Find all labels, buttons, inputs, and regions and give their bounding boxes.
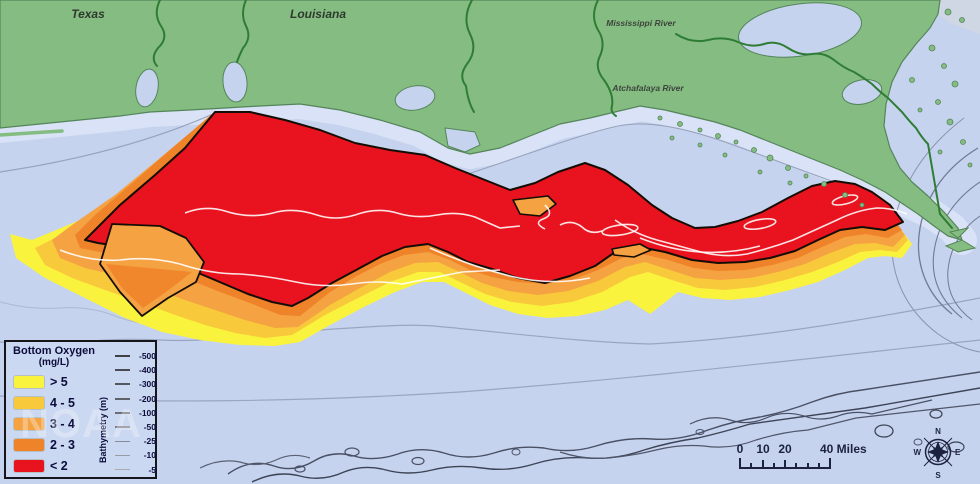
legend-swatch <box>14 396 44 409</box>
river-calcasieu <box>236 0 250 63</box>
scale-bar: 0 10 20 40 Miles <box>737 442 867 469</box>
legend-item: 4 - 5 <box>14 392 75 413</box>
legend-swatch <box>14 375 44 388</box>
bathymetry-depth-value: -200 <box>138 393 156 404</box>
land-layer <box>0 0 977 253</box>
label-atchafalaya-river: Atchafalaya River <box>611 83 684 93</box>
label-louisiana: Louisiana <box>290 7 346 21</box>
label-texas: Texas <box>71 7 105 21</box>
legend-swatch <box>14 417 44 430</box>
scale-tick-20: 20 <box>778 442 792 456</box>
lake-sabine <box>135 68 159 108</box>
bathymetry-tick: -100 <box>112 406 156 420</box>
river-atchafalaya <box>593 0 617 117</box>
bathymetry-tick: -300 <box>112 377 156 391</box>
lake-white <box>394 85 436 111</box>
bathymetry-depth-value: -100 <box>138 407 156 418</box>
barrier-island <box>0 129 64 137</box>
bathymetry-contour-sample <box>115 411 130 414</box>
river-mermentau <box>461 0 475 113</box>
lake-borgne <box>841 79 883 105</box>
mississippi-sound-water <box>926 0 980 34</box>
bathymetry-contours <box>0 113 980 483</box>
white-contours <box>59 194 908 287</box>
enclave-east-3-4 <box>611 243 652 258</box>
legend-units: (mg/L) <box>38 357 70 368</box>
compass-s: S <box>935 471 941 480</box>
bathymetry-contour-sample <box>115 369 130 372</box>
oxygen-zone-lt2 <box>84 111 904 307</box>
land-shape <box>0 0 963 241</box>
bathymetry-tick: -400 <box>112 363 156 377</box>
legend-swatch <box>14 459 44 472</box>
bathymetry-depth-value: -50 <box>143 422 156 433</box>
label-mississippi-river: Mississippi River <box>606 18 676 28</box>
bathymetry-tick: -500 <box>112 349 156 363</box>
compass-rose: N E S W <box>913 427 961 480</box>
legend-item: < 2 <box>14 455 75 476</box>
compass-w: W <box>913 448 921 457</box>
marsh-islands <box>657 8 973 208</box>
bathymetry-depth-value: -400 <box>138 365 156 376</box>
compass-n: N <box>935 427 941 436</box>
rivers-layer <box>152 0 953 229</box>
legend-title: Bottom Oxygen <box>13 345 95 357</box>
bathymetry-depth-value: -500 <box>138 351 156 362</box>
compass-e: E <box>955 448 961 457</box>
scale-tick-10: 10 <box>756 442 770 456</box>
legend-item: > 5 <box>14 371 75 392</box>
bathymetry-tick-rows: -500 -400 -300 -200 -100 -50 -25 -10 -5 <box>112 349 156 477</box>
scale-end-label: 40 Miles <box>820 442 867 456</box>
bathymetry-tick: -5 <box>112 463 156 477</box>
legend-item-label: > 5 <box>50 374 68 389</box>
bathymetry-contour-sample <box>115 355 130 358</box>
legend-item: 2 - 3 <box>14 434 75 455</box>
bathymetry-tick: -200 <box>112 392 156 406</box>
vermilion-bay <box>444 127 481 153</box>
bathymetry-depth-value: -300 <box>138 379 156 390</box>
legend-item: 3 - 4 <box>14 413 75 434</box>
bathymetry-tick: -10 <box>112 448 156 462</box>
legend-swatch <box>14 438 44 451</box>
river-sabine <box>152 0 166 67</box>
legend-item-label: < 2 <box>50 458 68 473</box>
legend-oxygen-rows: > 5 4 - 5 3 - 4 2 - 3 < 2 <box>14 371 75 476</box>
map-labels: Texas Louisiana Mississippi River Atchaf… <box>71 7 684 93</box>
legend-panel: Bottom Oxygen (mg/L) > 5 4 - 5 3 - 4 2 - 3 <… <box>4 340 157 479</box>
bathymetry-depth-value: -10 <box>143 450 156 461</box>
bathymetry-contour-sample <box>115 383 130 386</box>
bathymetry-axis-label: Bathymetry (m) <box>98 397 108 464</box>
hypoxia-zone <box>10 111 912 346</box>
legend-item-label: 2 - 3 <box>50 437 76 452</box>
river-mississippi <box>675 33 953 229</box>
scale-bar-ruler <box>739 458 831 469</box>
scale-tick-0: 0 <box>737 442 744 456</box>
bathymetry-depth-value: -5 <box>148 464 156 475</box>
bathymetry-contour-sample <box>115 440 130 442</box>
delta-fingers <box>944 227 977 253</box>
bathymetry-tick: -50 <box>112 420 156 434</box>
bathymetry-depth-value: -25 <box>143 436 156 447</box>
legend-item-label: 3 - 4 <box>50 416 76 431</box>
bathymetry-tick: -25 <box>112 434 156 448</box>
lake-calcasieu <box>222 61 248 103</box>
enclave-west-inner <box>106 264 192 308</box>
bathymetry-contour-sample <box>115 397 130 400</box>
bathymetry-contour-sample <box>115 468 130 471</box>
legend-item-label: 4 - 5 <box>50 395 76 410</box>
compass-star-diagonal <box>932 446 944 458</box>
bathymetry-contour-sample <box>115 454 130 457</box>
bathymetry-contour-sample <box>115 426 130 428</box>
